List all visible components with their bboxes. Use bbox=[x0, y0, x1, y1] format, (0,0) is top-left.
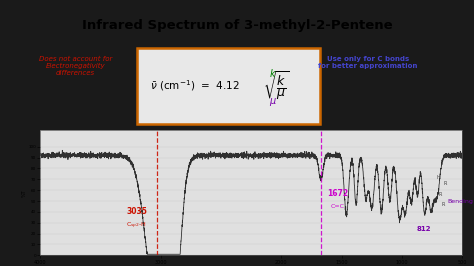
Text: Bending: Bending bbox=[447, 199, 474, 204]
Text: H: H bbox=[436, 175, 440, 180]
Text: Does not account for
Electronegativity
differences: Does not account for Electronegativity d… bbox=[39, 56, 112, 76]
FancyBboxPatch shape bbox=[137, 48, 320, 124]
Text: Infrared Spectrum of 3-methyl-2-Pentene: Infrared Spectrum of 3-methyl-2-Pentene bbox=[82, 19, 392, 32]
Text: Use only for C bonds
for better approximation: Use only for C bonds for better approxim… bbox=[318, 56, 418, 69]
Text: R: R bbox=[444, 181, 447, 186]
Text: $\bar{\nu}$ (cm$^{-1}$)  =  4.12: $\bar{\nu}$ (cm$^{-1}$) = 4.12 bbox=[150, 78, 240, 93]
Text: C=C: C=C bbox=[331, 203, 345, 209]
Text: 3035: 3035 bbox=[126, 207, 147, 216]
Text: R: R bbox=[441, 202, 445, 207]
Text: $\mu$: $\mu$ bbox=[269, 96, 277, 108]
Text: R: R bbox=[439, 192, 442, 197]
Text: C$_{sp2}$-H: C$_{sp2}$-H bbox=[127, 221, 147, 231]
Text: $\sqrt{\dfrac{k}{\mu}}$: $\sqrt{\dfrac{k}{\mu}}$ bbox=[263, 69, 290, 102]
Y-axis label: %T: %T bbox=[22, 189, 27, 197]
Text: 1672: 1672 bbox=[328, 189, 348, 198]
Text: 812: 812 bbox=[416, 226, 431, 232]
Text: $k$: $k$ bbox=[269, 67, 277, 79]
